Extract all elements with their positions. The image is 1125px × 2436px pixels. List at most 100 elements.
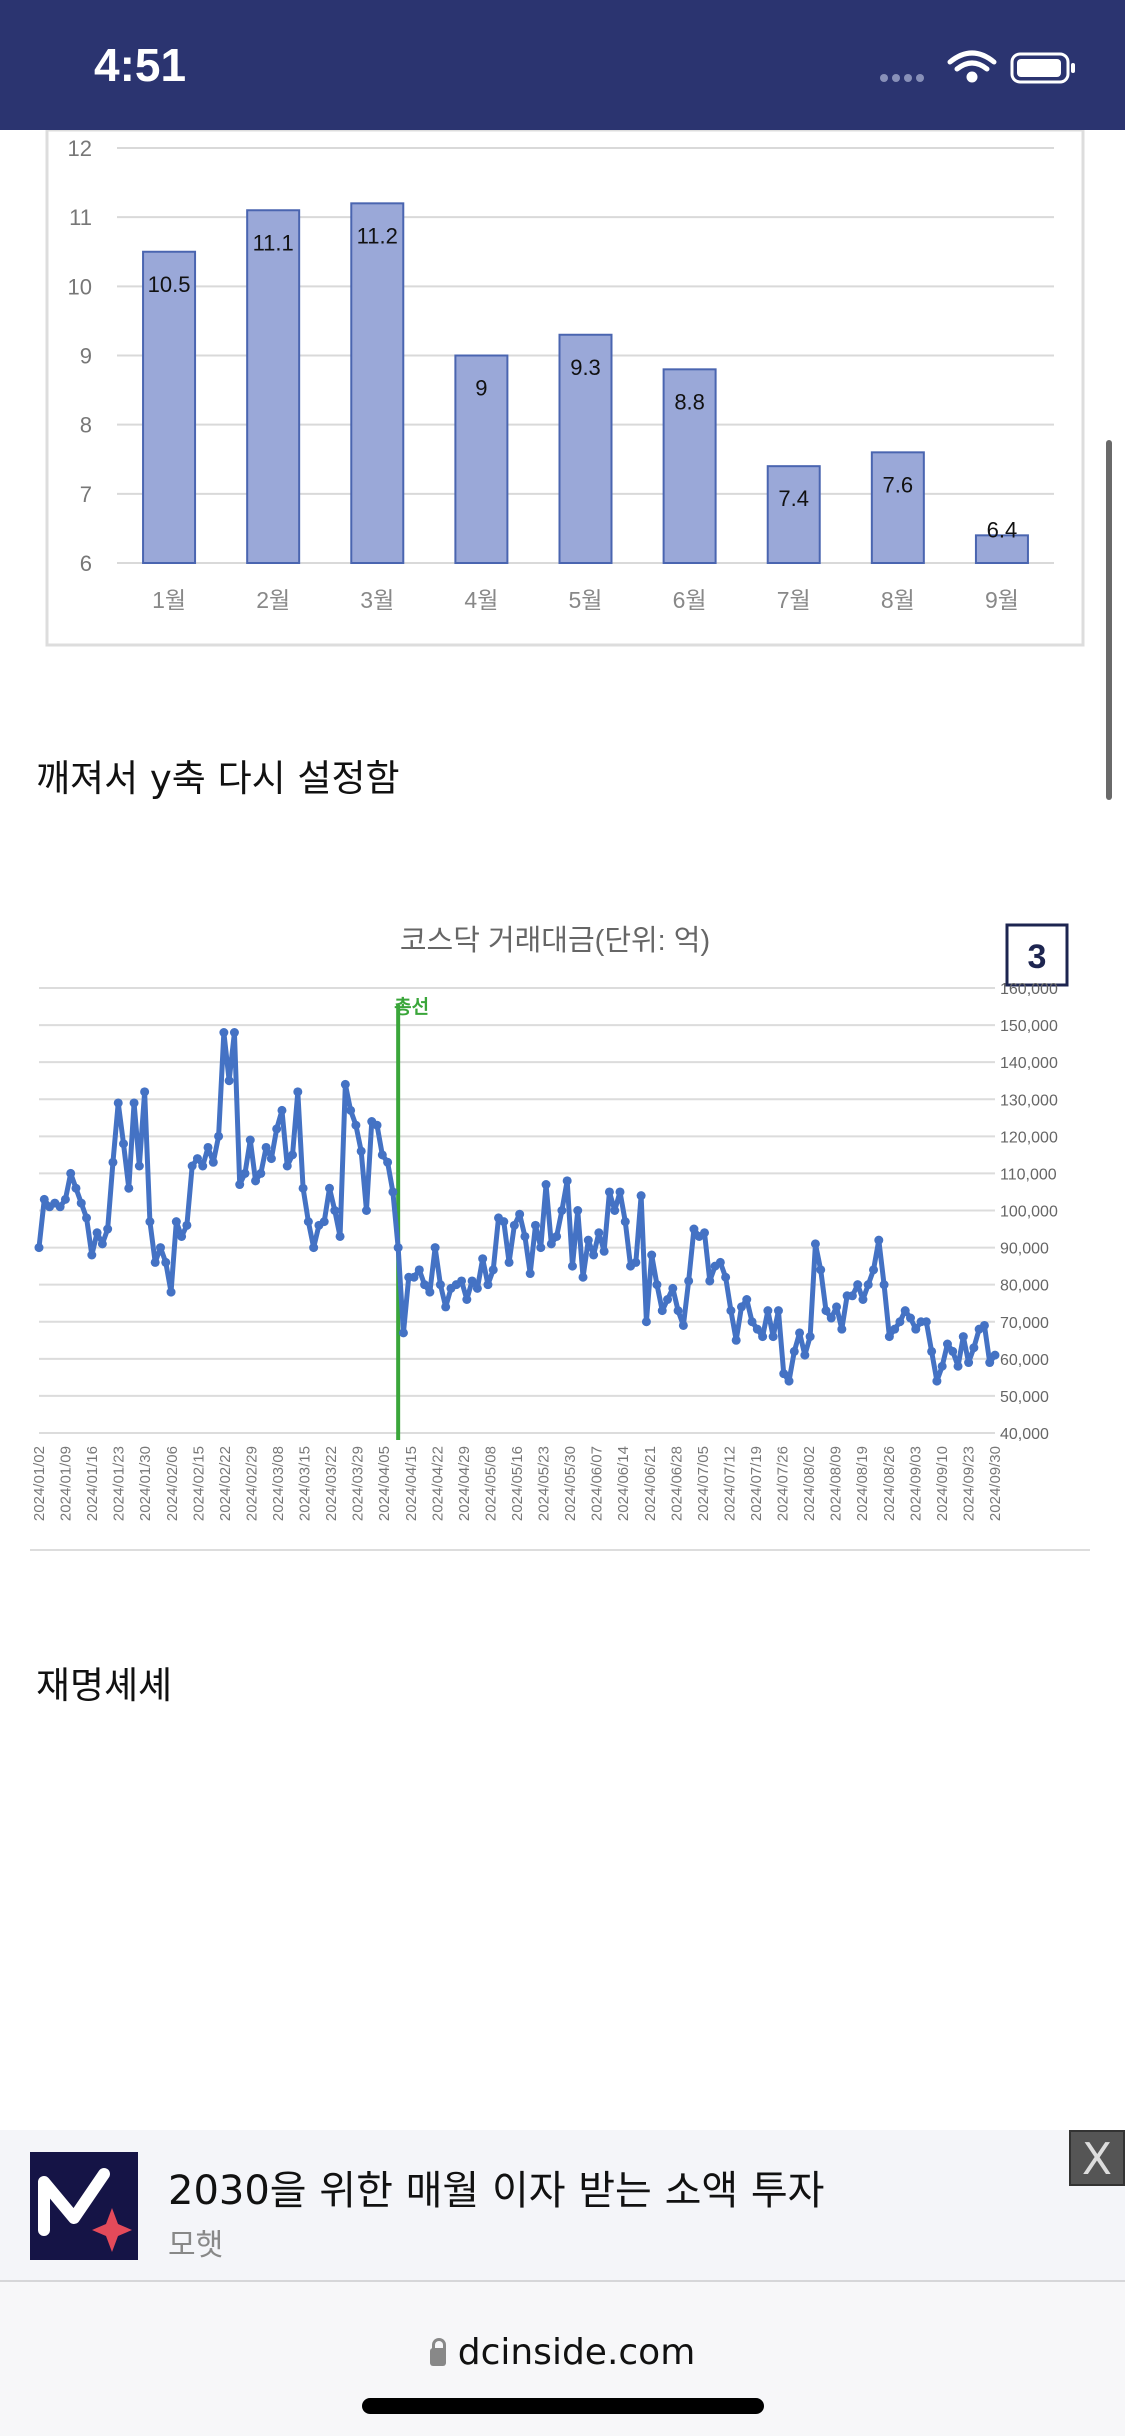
ad-advertiser: 모햇 bbox=[168, 2228, 224, 2263]
data-point bbox=[309, 1243, 319, 1253]
y-tick-label: 160,000 bbox=[1000, 981, 1058, 998]
data-point bbox=[721, 1272, 731, 1282]
x-tick-label: 1월 bbox=[152, 587, 186, 613]
y-tick-label: 7 bbox=[80, 482, 92, 507]
data-point bbox=[736, 1302, 746, 1312]
data-point bbox=[515, 1209, 525, 1219]
x-tick-label: 7월 bbox=[777, 587, 811, 613]
x-tick-label: 2024/03/15 bbox=[297, 1446, 314, 1521]
data-point bbox=[763, 1306, 773, 1316]
data-point bbox=[567, 1261, 577, 1271]
data-point bbox=[884, 1332, 894, 1342]
x-tick-label: 2024/07/26 bbox=[775, 1446, 792, 1521]
bar bbox=[558, 333, 613, 564]
data-point bbox=[66, 1168, 76, 1178]
x-tick-label: 2024/06/14 bbox=[615, 1446, 632, 1521]
data-point bbox=[208, 1157, 218, 1167]
data-point bbox=[488, 1265, 498, 1275]
data-point bbox=[742, 1295, 752, 1304]
data-point bbox=[377, 1150, 387, 1160]
bar bbox=[662, 368, 717, 564]
data-point bbox=[97, 1239, 107, 1249]
data-point bbox=[293, 1087, 303, 1097]
data-point bbox=[520, 1231, 530, 1241]
chart-title: 코스닥 거래대금(단위: 억) bbox=[400, 924, 710, 957]
x-tick-label: 2024/05/23 bbox=[536, 1446, 553, 1521]
browser-address-bar[interactable]: dcinside.com bbox=[0, 2282, 1125, 2436]
data-point bbox=[705, 1276, 715, 1286]
data-point bbox=[673, 1306, 683, 1316]
data-point bbox=[150, 1257, 160, 1267]
scrollbar[interactable] bbox=[1106, 440, 1112, 800]
data-point bbox=[636, 1191, 646, 1201]
data-point bbox=[356, 1146, 366, 1156]
badge bbox=[1005, 923, 1069, 987]
data-point bbox=[266, 1154, 276, 1164]
series-line bbox=[36, 1030, 998, 1384]
data-point bbox=[752, 1324, 762, 1334]
data-point bbox=[346, 1105, 356, 1115]
data-point bbox=[462, 1295, 472, 1304]
data-point bbox=[604, 1187, 614, 1197]
data-point bbox=[942, 1339, 952, 1349]
data-point bbox=[927, 1346, 937, 1356]
data-point bbox=[509, 1220, 519, 1230]
x-tick-label: 8월 bbox=[881, 587, 915, 613]
data-point bbox=[890, 1324, 900, 1334]
url-text[interactable]: dcinside.com bbox=[457, 2332, 696, 2373]
data-point bbox=[272, 1124, 282, 1134]
data-point bbox=[60, 1194, 70, 1204]
y-tick-label: 80,000 bbox=[1000, 1278, 1049, 1295]
x-tick-label: 2024/06/28 bbox=[668, 1446, 685, 1521]
data-point bbox=[921, 1317, 931, 1327]
x-tick-label: 2024/02/22 bbox=[217, 1446, 234, 1521]
data-point bbox=[668, 1283, 678, 1293]
x-tick-label: 2024/01/30 bbox=[137, 1446, 154, 1521]
data-point bbox=[832, 1302, 842, 1312]
bar bbox=[350, 202, 405, 564]
clock: 4:51 bbox=[94, 39, 187, 91]
data-point bbox=[805, 1332, 815, 1342]
data-point bbox=[467, 1276, 477, 1286]
data-point bbox=[726, 1306, 736, 1316]
ad-banner[interactable]: 2030을 위한 매월 이자 받는 소액 투자 모햇 X bbox=[0, 2130, 1125, 2282]
data-point bbox=[689, 1224, 699, 1234]
data-point bbox=[795, 1328, 805, 1338]
data-point bbox=[483, 1280, 493, 1290]
x-tick-label: 2024/03/08 bbox=[270, 1446, 287, 1521]
data-label: 8.8 bbox=[674, 389, 705, 414]
data-point bbox=[810, 1239, 820, 1249]
data-point bbox=[393, 1243, 403, 1253]
data-point bbox=[678, 1320, 688, 1330]
data-point bbox=[715, 1257, 725, 1267]
data-point bbox=[235, 1180, 245, 1190]
data-point bbox=[821, 1306, 831, 1316]
data-point bbox=[937, 1361, 947, 1371]
data-point bbox=[768, 1332, 778, 1342]
status-bar: 4:51 bbox=[0, 0, 1125, 130]
y-tick-label: 100,000 bbox=[1000, 1204, 1058, 1221]
ad-close-button[interactable]: X bbox=[1069, 2130, 1125, 2186]
data-label: 6.4 bbox=[987, 517, 1018, 542]
data-point bbox=[631, 1257, 641, 1267]
data-point bbox=[277, 1105, 287, 1115]
x-tick-label: 2024/09/23 bbox=[960, 1446, 977, 1521]
data-point bbox=[383, 1157, 393, 1167]
data-point bbox=[245, 1135, 255, 1145]
data-point bbox=[895, 1317, 905, 1327]
line-chart: 코스닥 거래대금(단위: 억) 3 40,000 50,000 60,000 70,000… bbox=[30, 923, 1090, 1551]
ad-title[interactable]: 2030을 위한 매월 이자 받는 소액 투자 bbox=[168, 2168, 825, 2214]
data-point bbox=[773, 1306, 783, 1316]
data-point bbox=[155, 1243, 165, 1253]
y-tick-label: 70,000 bbox=[1000, 1315, 1049, 1332]
x-tick-label: 2024/03/29 bbox=[350, 1446, 367, 1521]
x-tick-label: 5월 bbox=[569, 587, 603, 613]
data-point bbox=[504, 1257, 514, 1267]
data-point bbox=[224, 1076, 234, 1086]
x-tick-label: 2024/06/21 bbox=[642, 1446, 659, 1521]
data-point bbox=[536, 1243, 546, 1253]
data-label: 7.6 bbox=[883, 472, 914, 497]
data-point bbox=[958, 1332, 968, 1342]
x-tick-label: 2월 bbox=[256, 587, 290, 613]
data-point bbox=[414, 1265, 424, 1275]
